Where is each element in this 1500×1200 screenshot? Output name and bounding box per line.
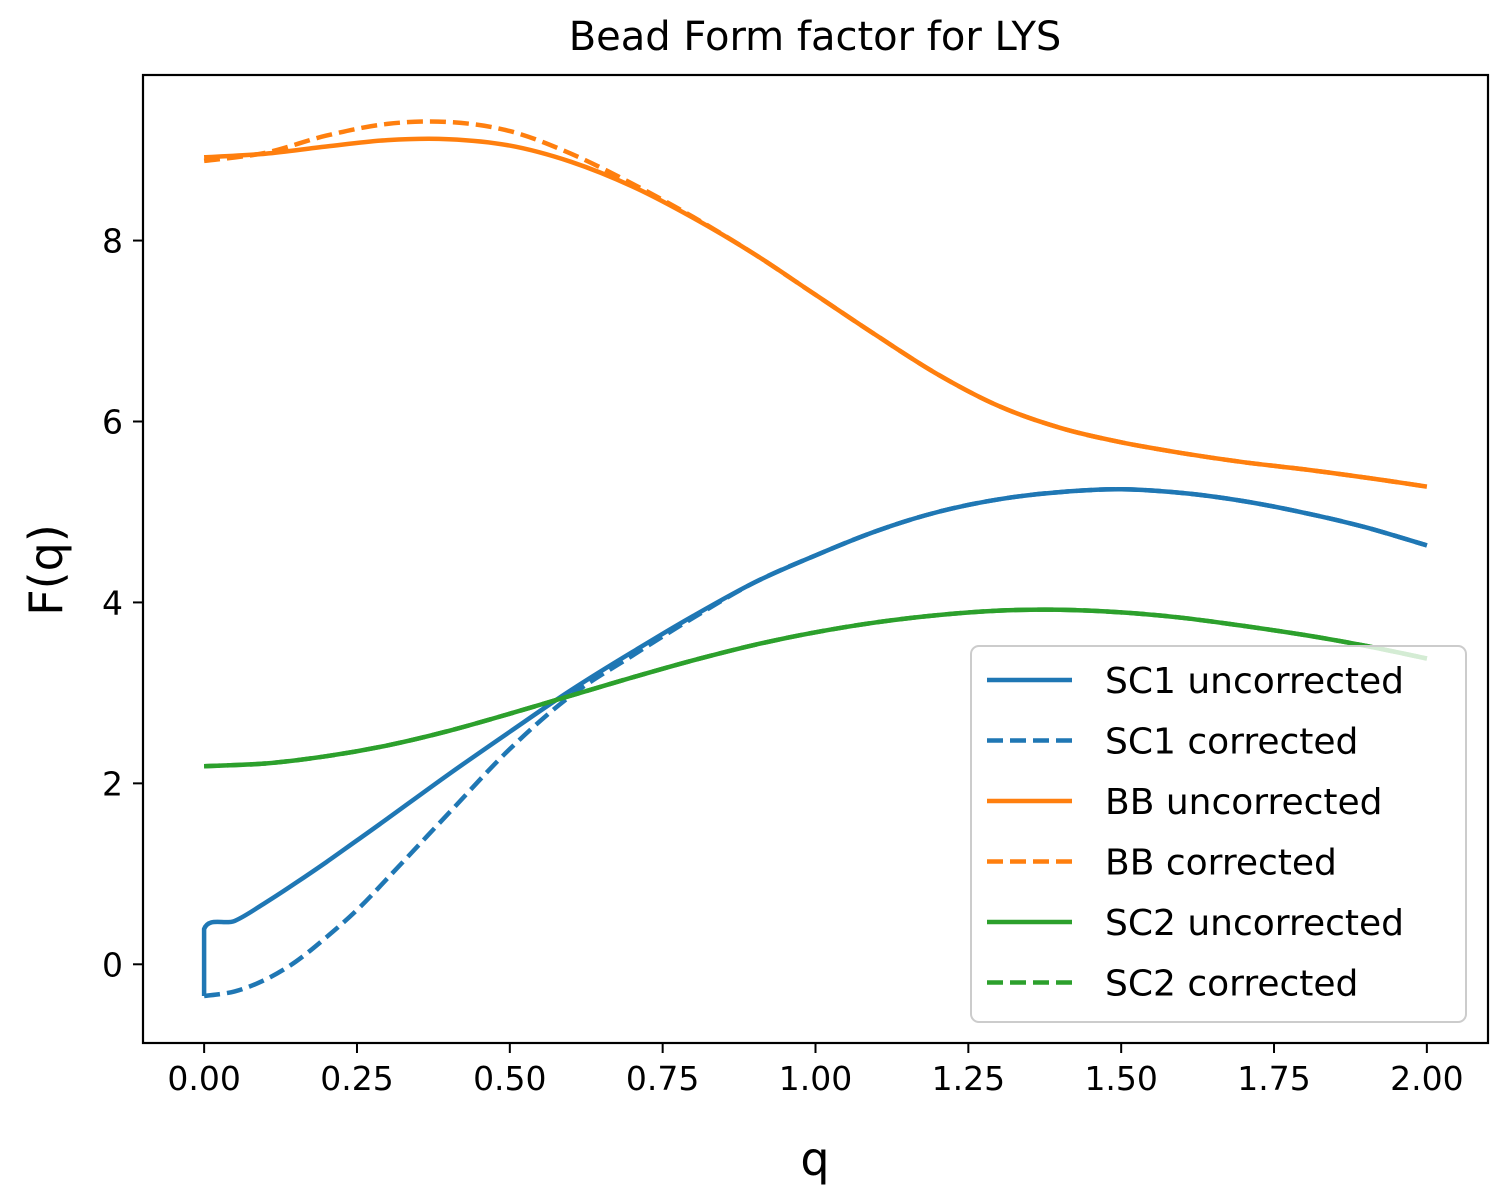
x-axis-label: q xyxy=(800,1132,829,1186)
y-tick-label: 8 xyxy=(102,222,123,261)
legend-label: SC2 uncorrected xyxy=(1105,903,1404,944)
legend-label: BB uncorrected xyxy=(1105,782,1383,823)
series-line-sc1-corrected xyxy=(203,487,1428,999)
y-tick-label: 6 xyxy=(102,402,123,441)
x-axis-ticks: 0.00 0.25 0.50 0.75 1.00 1.25 1.50 1.75 2.00 xyxy=(167,1043,1464,1098)
legend-label: SC1 corrected xyxy=(1105,722,1358,763)
x-tick-label: 0.75 xyxy=(626,1059,699,1098)
legend-label: SC1 uncorrected xyxy=(1105,661,1404,702)
legend-box xyxy=(970,645,1467,1023)
y-tick-label: 0 xyxy=(102,945,123,984)
legend: SC1 uncorrected SC1 corrected BB uncorrect… xyxy=(970,645,1467,1023)
legend-label: BB corrected xyxy=(1105,843,1337,884)
y-tick-label: 4 xyxy=(102,583,123,622)
x-tick-label: 1.75 xyxy=(1237,1059,1310,1098)
y-axis-label: F(q) xyxy=(19,524,73,616)
x-tick-label: 0.00 xyxy=(167,1059,240,1098)
series-line-sc2-corrected xyxy=(203,607,1428,769)
legend-label: SC2 corrected xyxy=(1105,964,1358,1005)
x-tick-label: 1.50 xyxy=(1084,1059,1157,1098)
x-tick-label: 1.25 xyxy=(932,1059,1005,1098)
chart-title: Bead Form factor for LYS xyxy=(569,14,1062,60)
x-tick-label: 2.00 xyxy=(1390,1059,1463,1098)
y-tick-label: 2 xyxy=(102,764,123,803)
y-axis-ticks: 0 2 4 6 8 xyxy=(102,222,143,984)
series-line-bb-corrected xyxy=(203,119,1428,489)
x-tick-label: 0.25 xyxy=(320,1059,393,1098)
x-tick-label: 1.00 xyxy=(779,1059,852,1098)
series-line-bb-uncorrected xyxy=(203,136,1428,489)
x-tick-label: 0.50 xyxy=(473,1059,546,1098)
plot-lines xyxy=(201,119,1428,999)
